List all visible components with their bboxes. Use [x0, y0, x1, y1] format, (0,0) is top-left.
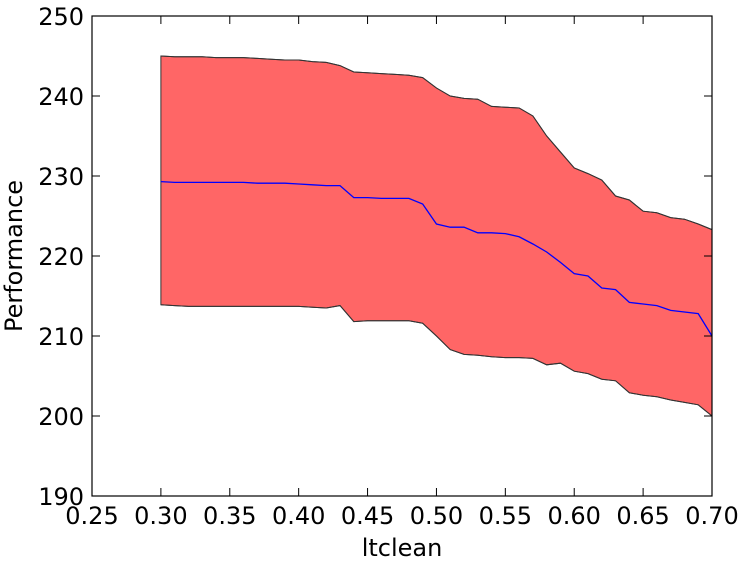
- y-tick-label: 250: [38, 3, 84, 31]
- x-tick-label: 0.70: [685, 502, 738, 530]
- y-tick-label: 210: [38, 323, 84, 351]
- y-tick-label: 230: [38, 163, 84, 191]
- x-tick-label: 0.30: [134, 502, 187, 530]
- x-axis-label: ltclean: [362, 534, 443, 562]
- y-tick-label: 220: [38, 243, 84, 271]
- x-tick-label: 0.50: [410, 502, 463, 530]
- band-upper-edge: [160, 55, 713, 231]
- band-lower-edge: [160, 304, 713, 417]
- mean-line: [160, 180, 713, 337]
- band-area: [160, 55, 713, 418]
- y-tick-label: 190: [38, 483, 84, 511]
- y-tick-label: 240: [38, 83, 84, 111]
- y-tick-label: 200: [38, 403, 84, 431]
- x-tick-label: 0.35: [203, 502, 256, 530]
- y-axis-label: Performance: [0, 180, 28, 332]
- x-tick-label: 0.40: [272, 502, 325, 530]
- x-tick-label: 0.25: [65, 502, 118, 530]
- x-tick-label: 0.65: [616, 502, 669, 530]
- x-tick-label: 0.60: [548, 502, 601, 530]
- x-tick-label: 0.45: [341, 502, 394, 530]
- x-tick-label: 0.55: [479, 502, 532, 530]
